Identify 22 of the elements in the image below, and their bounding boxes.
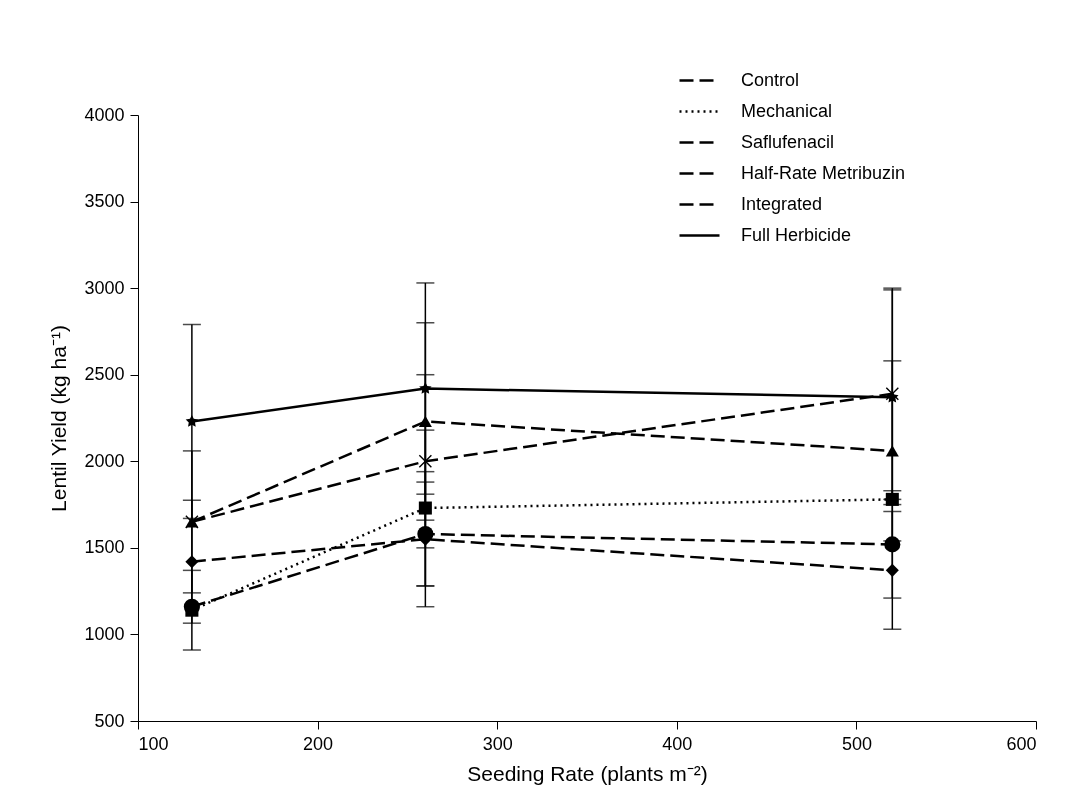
y-tick-label: 1000	[84, 623, 125, 644]
legend-label: Full Herbicide	[741, 224, 852, 245]
y-tick-label: 2500	[84, 364, 125, 385]
legend-label: Mechanical	[741, 100, 833, 121]
legend-label: Integrated	[741, 193, 823, 214]
x-tick-label: 500	[841, 733, 872, 754]
x-tick-label: 600	[1006, 733, 1037, 754]
y-tick-label: 4000	[84, 104, 125, 125]
y-tick-label: 3500	[84, 191, 125, 212]
y-tick-label: 2000	[84, 450, 125, 471]
y-tick-label: 500	[94, 710, 125, 731]
x-tick-label: 200	[303, 733, 334, 754]
x-tick-label: 100	[138, 733, 169, 754]
x-tick-label: 300	[482, 733, 513, 754]
x-tick-label: 400	[662, 733, 693, 754]
y-tick-label: 3000	[84, 277, 125, 298]
legend-label: Control	[741, 69, 800, 90]
legend-label: Saflufenacil	[741, 131, 835, 152]
x-axis-title: Seeding Rate (plants m⁻²)	[467, 761, 708, 785]
legend-label: Half-Rate Metribuzin	[741, 162, 906, 183]
y-axis-title: Lentil Yield (kg ha⁻¹)	[47, 325, 71, 512]
y-tick-label: 1500	[84, 537, 125, 558]
